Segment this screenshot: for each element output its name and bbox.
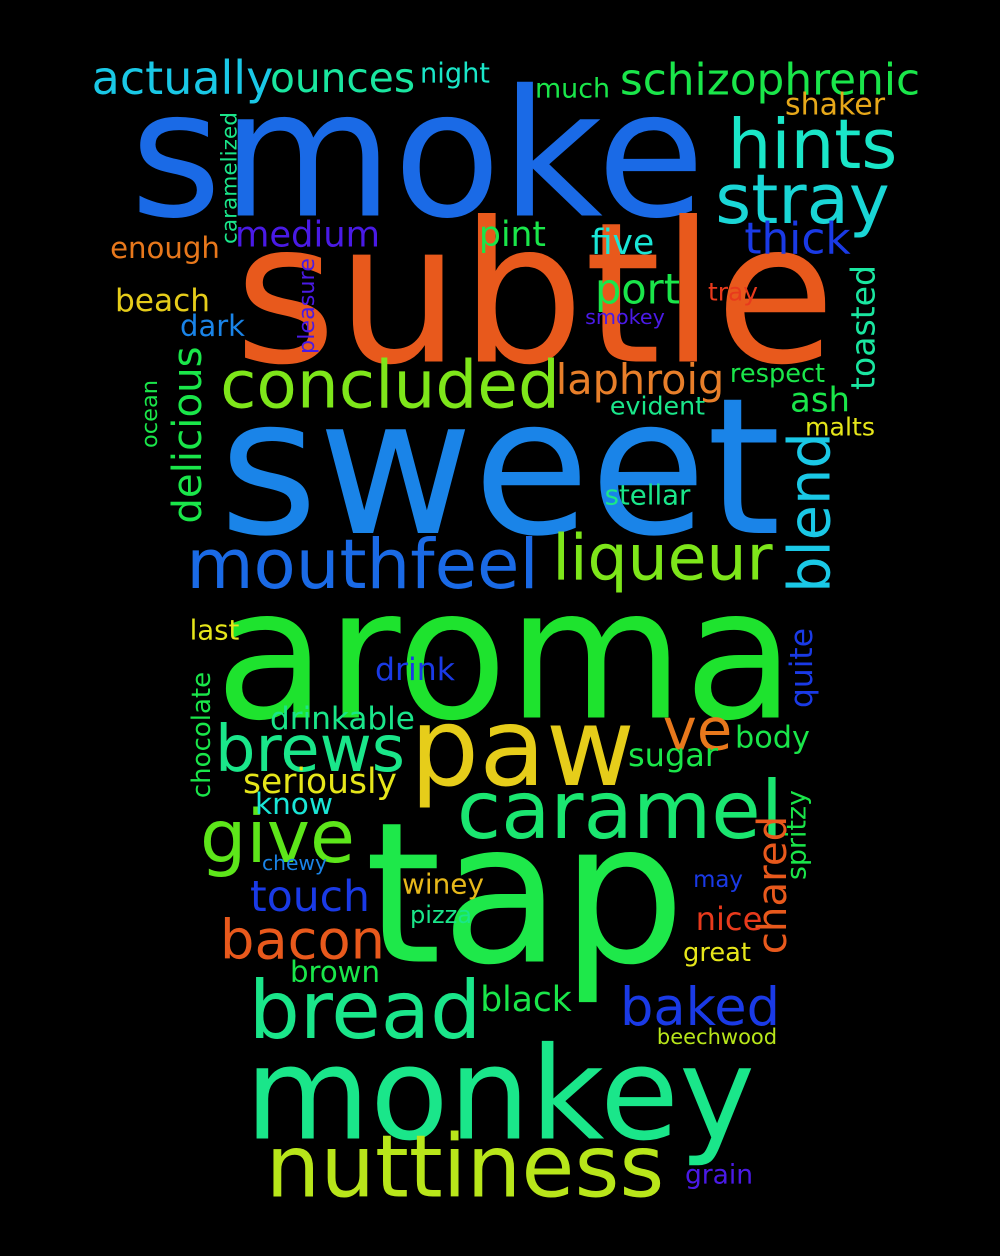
word-seriously: seriously <box>243 762 397 802</box>
word-five: five <box>591 223 654 263</box>
word-give: give <box>200 795 355 880</box>
word-liqueur: liqueur <box>552 521 772 595</box>
word-sweet: sweet <box>219 357 781 578</box>
word-winey: winey <box>402 868 484 901</box>
word-nuttiness: nuttiness <box>266 1118 665 1218</box>
word-black: black <box>480 980 572 1020</box>
word-stray: stray <box>715 160 890 240</box>
word-ve: ve <box>663 697 732 764</box>
word-nice: nice <box>696 900 763 938</box>
word-sugar: sugar <box>628 736 719 774</box>
word-know: know <box>255 787 333 821</box>
word-dark: dark <box>180 309 245 343</box>
word-drink: drink <box>375 652 456 688</box>
word-ash: ash <box>790 381 850 420</box>
word-drinkable: drinkable <box>270 701 415 737</box>
word-spritzy: spritzy <box>782 790 813 880</box>
word-brown: brown <box>290 955 380 989</box>
word-enough: enough <box>110 231 220 265</box>
word-laphroig: laphroig <box>556 356 725 404</box>
word-pleasure: pleasure <box>294 258 320 354</box>
word-delicious: delicious <box>164 346 211 523</box>
word-subtle: subtle <box>234 182 835 409</box>
word-much: much <box>535 74 610 105</box>
word-touch: touch <box>250 873 370 922</box>
word-smoke: smoke <box>130 53 705 258</box>
word-medium: medium <box>235 215 380 256</box>
word-hints: hints <box>728 105 898 185</box>
word-shaker: shaker <box>785 88 886 123</box>
word-malts: malts <box>805 413 875 442</box>
word-thick: thick <box>744 214 851 265</box>
word-bacon: bacon <box>220 909 385 972</box>
word-smokey: smokey <box>585 305 665 329</box>
word-caramelized: caramelized <box>218 112 243 244</box>
word-aroma: aroma <box>215 550 795 761</box>
word-ounces: ounces <box>270 54 415 102</box>
word-tap: tap <box>365 782 686 1009</box>
word-last: last <box>190 614 240 647</box>
word-concluded: concluded <box>220 347 560 424</box>
word-port: port <box>595 265 680 314</box>
word-caramel: caramel <box>457 763 783 857</box>
word-baked: baked <box>620 977 780 1038</box>
word-ocean: ocean <box>137 380 163 448</box>
word-tray: tray <box>708 278 758 307</box>
word-pint: pint <box>479 215 546 255</box>
word-evident: evident <box>610 392 705 421</box>
word-mouthfeel: mouthfeel <box>186 525 538 605</box>
word-chared: chared <box>749 816 796 954</box>
word-chewy: chewy <box>262 851 327 875</box>
word-stellar: stellar <box>605 479 691 512</box>
word-bread: bread <box>249 963 481 1057</box>
word-night: night <box>420 59 490 90</box>
word-blend: blend <box>777 432 844 593</box>
word-great: great <box>683 938 751 968</box>
word-toasted: toasted <box>844 265 883 390</box>
word-may: may <box>693 867 743 893</box>
word-body: body <box>735 721 810 756</box>
word-chocolate: chocolate <box>187 672 217 798</box>
word-brews: brews <box>215 713 405 787</box>
word-actually: actually <box>92 51 274 105</box>
word-beach: beach <box>115 283 210 319</box>
word-paw: paw <box>410 684 635 811</box>
word-pizza: pizza <box>410 901 472 929</box>
word-beechwood: beechwood <box>657 1025 777 1049</box>
word-respect: respect <box>730 359 825 389</box>
word-quite: quite <box>784 628 820 708</box>
word-schizophrenic: schizophrenic <box>620 55 920 106</box>
word-monkey: monkey <box>245 1021 755 1170</box>
word-grain: grain <box>685 1160 753 1191</box>
